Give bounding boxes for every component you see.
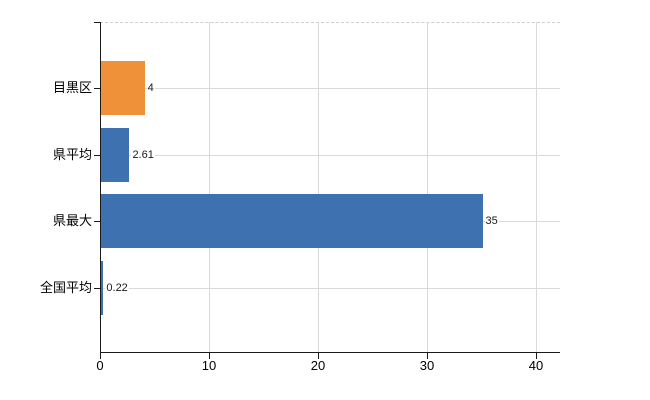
gridline-x-40 xyxy=(536,22,538,353)
x-axis-line xyxy=(100,352,560,353)
bar-value-label: 0.22 xyxy=(105,260,129,315)
bar-県平均 xyxy=(101,127,130,182)
category-label-3: 全国平均 xyxy=(39,279,92,295)
plot-area: 4 2.61 35 0.22 xyxy=(100,22,560,353)
x-axis-tick-label: 40 xyxy=(528,358,544,373)
category-label-1: 県平均 xyxy=(52,146,92,162)
y-axis-tick-2 xyxy=(94,221,100,222)
bar-value-label: 35 xyxy=(484,194,499,248)
category-label-0: 目黒区 xyxy=(52,80,92,95)
category-label-2: 県最大 xyxy=(52,213,92,228)
x-axis-tick-20 xyxy=(318,353,319,359)
gridline-x-20 xyxy=(318,22,319,353)
y-axis-tick-3 xyxy=(94,287,100,289)
x-axis-tick-label: 20 xyxy=(310,358,326,373)
gridline-row-1 xyxy=(100,154,560,156)
x-axis-tick-label: 30 xyxy=(419,358,435,373)
y-axis-tick-1 xyxy=(94,154,100,156)
plot-top-border xyxy=(100,22,560,23)
gridline-row-3 xyxy=(100,287,560,289)
bar-全国平均 xyxy=(101,260,104,315)
x-axis-tick-0 xyxy=(100,353,101,359)
y-axis-tick-0 xyxy=(94,88,100,89)
x-axis-tick-10 xyxy=(209,353,210,359)
gridline-x-10 xyxy=(209,22,210,353)
gridline-row-0 xyxy=(100,88,560,89)
bar-value-label: 4 xyxy=(146,61,155,115)
bar-value-label: 2.61 xyxy=(131,127,155,182)
bar-県最大 xyxy=(101,194,483,248)
bar-目黒区 xyxy=(101,61,145,115)
y-axis-top-tick xyxy=(94,22,100,23)
y-axis-line xyxy=(100,22,101,353)
gridline-x-30 xyxy=(427,22,428,353)
x-axis-tick-label: 10 xyxy=(201,358,217,373)
x-axis-tick-label: 0 xyxy=(96,358,104,373)
x-axis-tick-30 xyxy=(427,353,428,359)
x-axis-tick-40 xyxy=(536,353,538,359)
